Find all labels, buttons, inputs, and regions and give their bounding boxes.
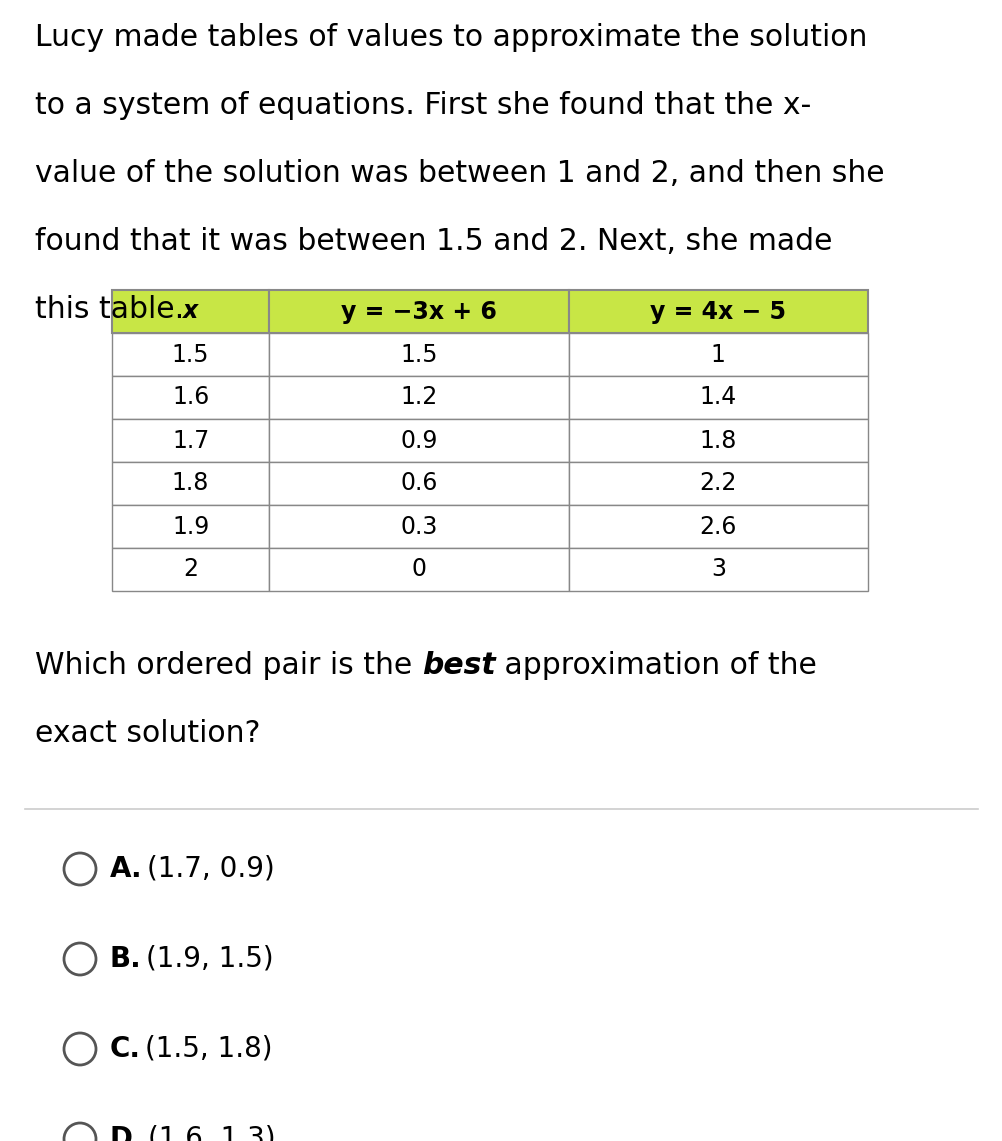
Text: 2: 2 [183,558,198,582]
Bar [568,548,867,591]
Text: 1.4: 1.4 [699,386,736,410]
Bar [269,505,568,548]
Bar [269,548,568,591]
Text: 1.7: 1.7 [171,429,209,453]
Text: D.: D. [110,1125,143,1141]
Bar [112,548,269,591]
Text: 0: 0 [411,558,426,582]
Text: 1.5: 1.5 [171,342,209,366]
Text: 3: 3 [710,558,725,582]
Text: exact solution?: exact solution? [35,719,261,748]
Text: (1.9, 1.5): (1.9, 1.5) [145,945,274,973]
Text: (1.5, 1.8): (1.5, 1.8) [145,1035,273,1063]
Bar [269,333,568,377]
Text: found that it was between 1.5 and 2. Next, she made: found that it was between 1.5 and 2. Nex… [35,227,832,256]
Bar [269,462,568,505]
Text: 2.6: 2.6 [699,515,736,539]
Bar [568,505,867,548]
Bar [269,377,568,419]
Text: y = 4x − 5: y = 4x − 5 [649,299,786,324]
Text: 0.3: 0.3 [400,515,437,539]
Text: 1.6: 1.6 [171,386,209,410]
Text: 2.2: 2.2 [699,471,736,495]
Text: Lucy made tables of values to approximate the solution: Lucy made tables of values to approximat… [35,23,867,52]
Text: B.: B. [110,945,141,973]
Text: to a system of equations. First she found that the x-: to a system of equations. First she foun… [35,91,811,120]
Text: (1.6, 1.3): (1.6, 1.3) [147,1125,275,1141]
Bar [568,333,867,377]
Bar [269,419,568,462]
Bar [568,377,867,419]
Text: 1.2: 1.2 [400,386,437,410]
Bar [112,462,269,505]
Text: 1.8: 1.8 [699,429,736,453]
Text: 1.9: 1.9 [171,515,209,539]
Text: 1: 1 [710,342,725,366]
Bar [568,419,867,462]
Text: best: best [421,652,495,680]
Text: C.: C. [110,1035,141,1063]
Bar [112,333,269,377]
Text: 0.9: 0.9 [400,429,437,453]
Text: y = −3x + 6: y = −3x + 6 [341,299,496,324]
Text: 0.6: 0.6 [400,471,437,495]
Bar [112,419,269,462]
Bar [568,462,867,505]
Text: A.: A. [110,855,142,883]
Text: value of the solution was between 1 and 2, and then she: value of the solution was between 1 and … [35,159,884,188]
Text: this table.: this table. [35,296,184,324]
Bar [112,505,269,548]
Bar [269,290,568,333]
Bar [112,290,269,333]
Bar [568,290,867,333]
Text: 1.5: 1.5 [400,342,437,366]
Text: (1.7, 0.9): (1.7, 0.9) [146,855,275,883]
Text: Which ordered pair is the: Which ordered pair is the [35,652,421,680]
Text: approximation of the: approximation of the [495,652,817,680]
Text: 1.8: 1.8 [171,471,209,495]
Bar [112,377,269,419]
Text: x: x [182,299,198,324]
